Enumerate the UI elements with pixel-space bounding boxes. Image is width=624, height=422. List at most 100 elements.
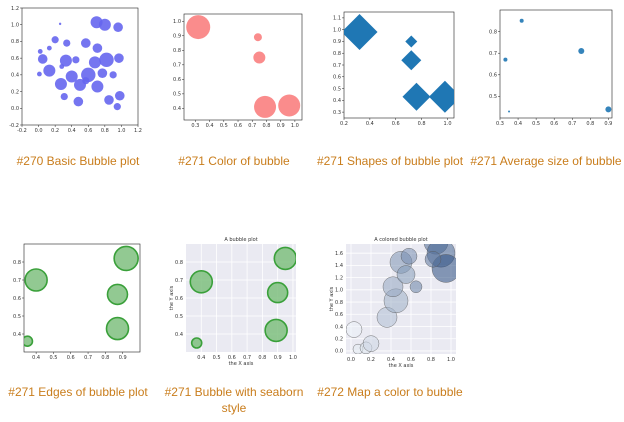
x-tick-label: 0.4 xyxy=(32,355,40,361)
bubble-plot-thumbnail[interactable]: 0.3 0.4 0.5 0.6 0.7 0.8 0.9 1.0 0.4 0.5 0.6 0.7 0.8 0… xyxy=(166,2,306,136)
bubble-layer xyxy=(503,18,612,113)
bubble xyxy=(109,71,117,79)
seaborn-bubble-chart[interactable]: 0.4 0.5 0.6 0.7 0.8 0.9 1.0 0.4 0.5 0.6 0.7 0.8 A bu… xyxy=(166,232,306,368)
x-tick-label: 0.4 xyxy=(366,121,374,127)
x-tick-label: 0.7 xyxy=(568,121,576,127)
y-tick-label: 0.8 xyxy=(333,51,341,57)
y-tick-label: 0.6 xyxy=(489,73,497,79)
bubble xyxy=(99,52,114,68)
x-tick-label: 0.5 xyxy=(49,355,57,361)
basic-bubble-chart[interactable]: -0.2 0.0 0.2 0.4 0.6 0.8 1.0 1.2 -0.2 0.0 0.2 0.4 0.… xyxy=(8,2,148,136)
y-tick-label: 0.2 xyxy=(11,89,19,95)
bubble xyxy=(97,68,108,78)
colored-bubble-chart[interactable]: 0.0 0.2 0.4 0.6 0.8 1.0 0.0 0.2 0.4 0.6 0.8 1.0 1.2 1… xyxy=(326,232,466,368)
bubble-layer xyxy=(346,244,456,354)
bubble xyxy=(519,18,524,23)
bubble xyxy=(65,70,78,83)
bubble-layer xyxy=(186,15,301,118)
bubble xyxy=(189,269,214,294)
x-tick-label: 0.3 xyxy=(496,121,504,127)
x-tick-label: 1.0 xyxy=(447,357,455,363)
bubble xyxy=(72,56,80,64)
bubble xyxy=(58,22,62,26)
x-tick-label: 0.0 xyxy=(347,357,355,363)
y-tick-label: 1.1 xyxy=(333,16,341,22)
x-tick-label: 0.5 xyxy=(532,121,540,127)
y-tick-label: 0.2 xyxy=(335,337,343,343)
bubble xyxy=(51,36,59,44)
x-tick-label: 0.6 xyxy=(407,357,415,363)
bubble xyxy=(105,316,130,341)
card-caption-link[interactable]: #270 Basic Bubble plot xyxy=(16,154,140,168)
x-tick-label: 1.0 xyxy=(289,355,297,361)
x-tick-label: 0.9 xyxy=(277,123,285,129)
x-tick-label: 0.5 xyxy=(220,123,228,129)
x-tick-label: 0.6 xyxy=(550,121,558,127)
bubble xyxy=(73,96,84,107)
y-tick-label: 0.7 xyxy=(333,63,341,69)
card-caption-link[interactable]: #271 Shapes of bubble plot xyxy=(316,154,464,168)
plot-area xyxy=(499,9,613,119)
bubble xyxy=(396,265,416,284)
bubble xyxy=(82,77,90,85)
y-tick-label: 0.8 xyxy=(335,300,343,306)
bubble xyxy=(46,45,52,51)
bubble xyxy=(605,106,612,113)
bubble xyxy=(37,54,48,64)
card-caption-link[interactable]: #271 Average size of bubble xyxy=(470,154,622,168)
x-tick-label: 0.6 xyxy=(67,355,75,361)
bubble xyxy=(54,78,67,91)
x-tick-label: 1.0 xyxy=(117,128,125,134)
card-caption-link[interactable]: #271 Edges of bubble plot xyxy=(8,385,148,399)
x-tick-label: 0.5 xyxy=(213,355,221,361)
x-tick-label: 0.7 xyxy=(243,355,251,361)
bubble xyxy=(37,49,43,54)
y-tick-label: 0.9 xyxy=(173,34,181,40)
y-tick-label: -0.2 xyxy=(9,123,19,129)
color-bubble-chart[interactable]: 0.3 0.4 0.5 0.6 0.7 0.8 0.9 1.0 0.4 0.5 0.6 0.7 0.8 0… xyxy=(166,2,306,136)
bubble-layer xyxy=(344,14,454,113)
bubble xyxy=(59,54,72,67)
x-tick-label: 0.6 xyxy=(392,121,400,127)
bubble xyxy=(24,335,34,347)
y-tick-label: 0.6 xyxy=(173,77,181,83)
bubble-plot-thumbnail[interactable]: 0.0 0.2 0.4 0.6 0.8 1.0 0.0 0.2 0.4 0.6 0.8 1.0 1.2 1… xyxy=(326,232,466,368)
x-tick-label: 0.2 xyxy=(51,128,59,134)
x-tick-label: 0.8 xyxy=(418,121,426,127)
x-tick-label: 0.9 xyxy=(604,121,612,127)
bubble xyxy=(113,245,139,272)
bubble xyxy=(362,335,380,352)
y-tick-label: 0.4 xyxy=(11,73,19,79)
y-tick-label: 0.7 xyxy=(173,63,181,69)
bubble xyxy=(90,16,103,29)
y-tick-label: 1.2 xyxy=(11,6,19,12)
y-tick-label: 0.8 xyxy=(489,29,497,35)
average-size-bubble-chart[interactable]: 0.3 0.4 0.5 0.6 0.7 0.8 0.9 0.5 0.6 0.7 0.8 xyxy=(486,2,624,136)
bubble-plot-thumbnail[interactable]: 0.2 0.4 0.6 0.8 1.0 0.3 0.4 0.5 0.6 0.7 0.8 0.9 1.0 1… xyxy=(326,2,466,136)
x-tick-label: 0.7 xyxy=(84,355,92,361)
bubble xyxy=(278,94,301,117)
x-tick-label: 0.6 xyxy=(228,355,236,361)
x-tick-label: 0.8 xyxy=(262,123,270,129)
bubble-plot-thumbnail[interactable]: -0.2 0.0 0.2 0.4 0.6 0.8 1.0 1.2 -0.2 0.0 0.2 0.4 0.… xyxy=(8,2,148,136)
card-caption-link[interactable]: #271 Color of bubble xyxy=(178,154,290,168)
y-tick-label: 0.7 xyxy=(489,51,497,57)
x-tick-label: 0.9 xyxy=(119,355,127,361)
y-tick-label: 1.0 xyxy=(173,19,181,25)
edges-bubble-chart[interactable]: 0.4 0.5 0.6 0.7 0.8 0.9 0.4 0.5 0.6 0.7 0.8 xyxy=(6,234,146,368)
x-tick-label: 0.8 xyxy=(101,128,109,134)
bubble-plot-thumbnail[interactable]: 0.4 0.5 0.6 0.7 0.8 0.9 0.4 0.5 0.6 0.7 0.8 xyxy=(6,234,146,368)
y-tick-label: 1.4 xyxy=(335,263,343,269)
x-axis-label: the X axis xyxy=(229,361,254,367)
bubble xyxy=(91,80,104,93)
bubble-plot-thumbnail[interactable]: 0.3 0.4 0.5 0.6 0.7 0.8 0.9 0.5 0.6 0.7 0.8 xyxy=(486,2,624,136)
shapes-bubble-chart[interactable]: 0.2 0.4 0.6 0.8 1.0 0.3 0.4 0.5 0.6 0.7 0.8 0.9 1.0 1… xyxy=(326,2,466,136)
card-caption-link[interactable]: #272 Map a color to bubble xyxy=(317,385,463,399)
card-caption-link[interactable]: #271 Bubble with seaborn style xyxy=(164,385,304,415)
y-tick-label: 0.5 xyxy=(13,314,21,320)
y-tick-label: 0.6 xyxy=(335,312,343,318)
bubble-plot-thumbnail[interactable]: 0.4 0.5 0.6 0.7 0.8 0.9 1.0 0.4 0.5 0.6 0.7 0.8 A bu… xyxy=(166,232,306,368)
bubble xyxy=(24,268,48,292)
bubble xyxy=(503,57,508,62)
x-tick-label: 1.2 xyxy=(134,128,142,134)
